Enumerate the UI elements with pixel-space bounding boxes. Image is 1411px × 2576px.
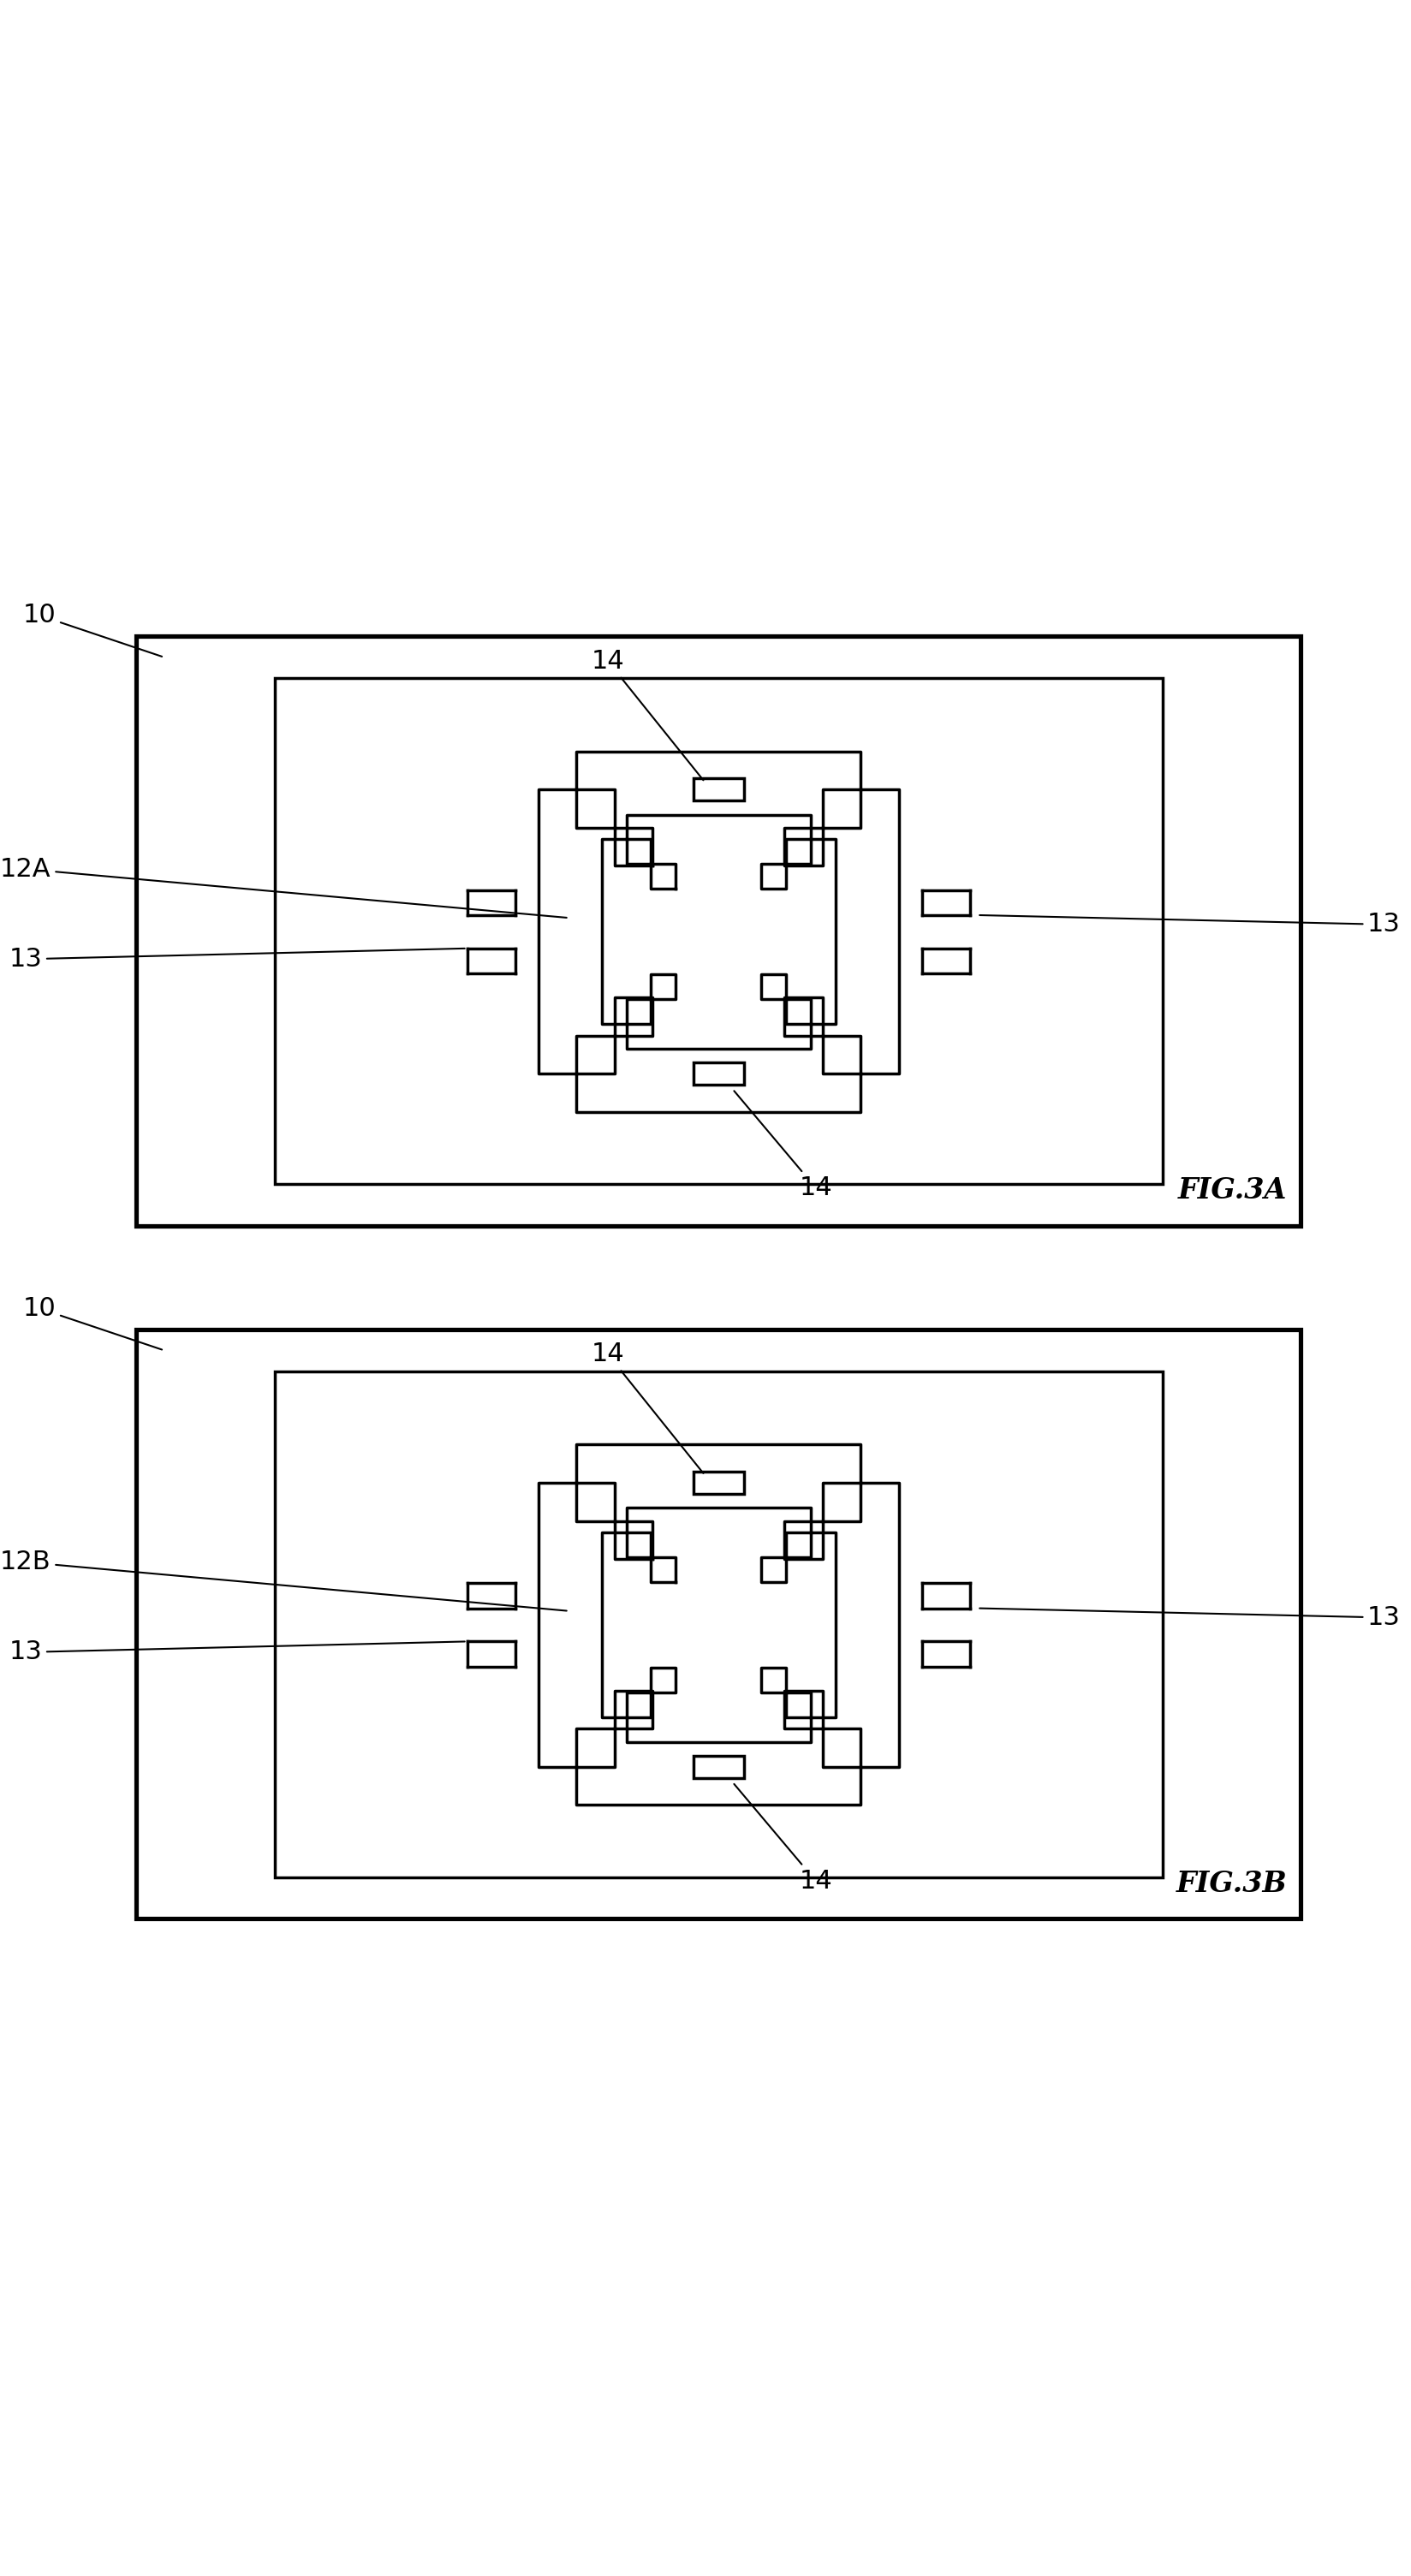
Text: 14: 14 xyxy=(591,1342,703,1473)
Text: 10: 10 xyxy=(23,1296,162,1350)
Bar xyxy=(275,1370,1161,1878)
Text: 13: 13 xyxy=(979,1605,1400,1631)
Text: 13: 13 xyxy=(8,948,464,971)
Text: 14: 14 xyxy=(734,1090,832,1200)
Text: 14: 14 xyxy=(734,1785,832,1893)
Text: 10: 10 xyxy=(23,603,162,657)
Bar xyxy=(693,1064,744,1084)
Bar xyxy=(693,778,744,801)
Bar xyxy=(693,1757,744,1777)
Bar xyxy=(275,677,1161,1185)
Bar xyxy=(137,636,1300,1226)
Bar xyxy=(693,1471,744,1494)
Text: 13: 13 xyxy=(979,912,1400,938)
Bar xyxy=(137,1329,1300,1919)
Text: FIG.3A: FIG.3A xyxy=(1177,1177,1287,1206)
Text: 12B: 12B xyxy=(0,1551,566,1610)
Text: 13: 13 xyxy=(8,1641,464,1664)
Text: FIG.3B: FIG.3B xyxy=(1175,1870,1287,1899)
Text: 14: 14 xyxy=(591,649,703,781)
Text: 12A: 12A xyxy=(0,858,566,917)
